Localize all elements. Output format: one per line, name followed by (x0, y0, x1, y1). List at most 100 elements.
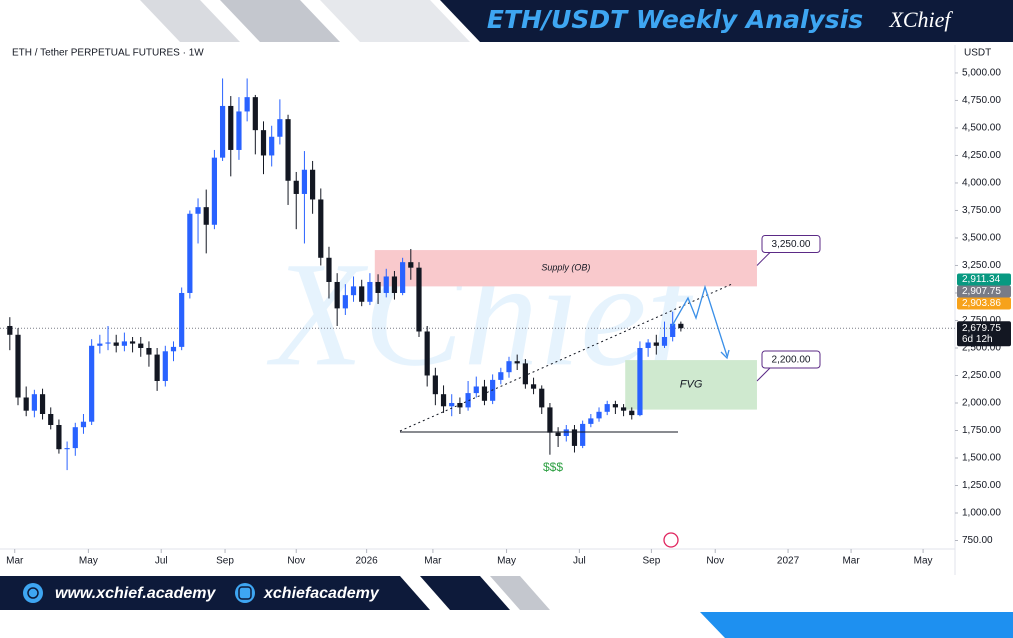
callout-box (761, 234, 821, 253)
candle-body (129, 341, 136, 344)
price-tag (957, 273, 1011, 286)
candle-body (211, 157, 218, 225)
x-tick-label: 2026 (355, 556, 378, 567)
price-tag-label: 2,911.34 (962, 274, 1001, 285)
candle-body (547, 407, 553, 433)
candle-body (612, 404, 618, 408)
y-tick-label: 2,750.00 (962, 315, 1001, 326)
footer-stripe (420, 576, 510, 610)
x-tick-label: Mar (6, 556, 24, 567)
footer-stripe (700, 612, 1013, 638)
candle-body (285, 119, 291, 181)
x-tick-label: Nov (706, 556, 724, 567)
globe-icon (23, 583, 43, 603)
candle-body (457, 402, 463, 408)
candle-body (228, 105, 234, 150)
candle-body (121, 341, 127, 346)
candle-body (416, 267, 422, 332)
price-tag-label: 2,907.75 (962, 286, 1001, 297)
candle-body (620, 407, 627, 411)
x-tick-label: Mar (424, 556, 442, 567)
plot: Supply (OB) FVG 3,250.00 2,200.00 (0, 78, 955, 471)
event-icon (663, 532, 679, 548)
candle-body (72, 427, 78, 449)
liquidity-label: $$$ (543, 460, 563, 474)
projection-path (671, 284, 728, 357)
candle-body (449, 402, 455, 407)
candle-body (408, 262, 414, 268)
candle-body (498, 372, 504, 380)
candle-body (179, 292, 185, 347)
x-tick-label: Jul (573, 556, 586, 567)
candle-body (391, 276, 398, 293)
candle-body (653, 342, 659, 346)
current-price-tag (957, 321, 1011, 347)
price-tag (957, 285, 1011, 298)
candle-body (481, 386, 488, 401)
candle-body (424, 331, 430, 376)
y-axis-label: USDT (964, 48, 991, 59)
candle-body (97, 343, 103, 346)
candle-body (56, 424, 62, 450)
candle-body (645, 342, 651, 348)
y-tick-label: 3,750.00 (962, 205, 1001, 216)
y-tick-label: 4,000.00 (962, 178, 1001, 189)
x-tick-label: May (914, 556, 933, 567)
zone-label: Supply (OB) (541, 263, 590, 273)
price-tag (957, 297, 1011, 310)
header-stripe (320, 0, 470, 42)
x-tick-label: May (79, 556, 98, 567)
trend-line (399, 283, 733, 432)
x-tick-label: Jul (155, 556, 168, 567)
candle-body (15, 334, 21, 398)
y-tick-label: 2,000.00 (962, 398, 1001, 409)
candle-body (219, 105, 226, 158)
candle-body (89, 345, 95, 422)
x-tick-label: May (497, 556, 516, 567)
candle-body (580, 423, 586, 446)
candle-body (113, 342, 119, 346)
candle-body (80, 421, 87, 428)
chart-title: ETH / Tether PERPETUAL FUTURES · 1W (12, 48, 204, 59)
y-tick-label: 3,250.00 (962, 260, 1001, 271)
y-tick-label: 2,250.00 (962, 370, 1001, 381)
footer-stripe (490, 576, 550, 610)
y-tick-label: 750.00 (962, 535, 993, 546)
candle-body (31, 394, 37, 411)
y-tick-label: 5,000.00 (962, 68, 1001, 79)
instagram-icon-inner (238, 586, 252, 600)
y-tick-label: 4,750.00 (962, 95, 1001, 106)
y-tick-label: 3,500.00 (962, 233, 1001, 244)
candle-body (629, 410, 635, 416)
candle-body (203, 207, 209, 225)
instagram-icon (235, 583, 255, 603)
callout-label: 2,200.00 (772, 355, 811, 366)
x-tick-label: 2027 (777, 556, 800, 567)
instagram[interactable]: xchiefacademy (263, 585, 380, 602)
current-price-label: 2,679.75 (962, 323, 1001, 334)
website[interactable]: www.xchief.academy (55, 585, 216, 602)
candle-body (277, 119, 283, 137)
zone (374, 250, 757, 287)
candle-body (236, 111, 242, 150)
x-tick-label: Nov (287, 556, 305, 567)
candle-body (359, 286, 365, 302)
candle-body (252, 97, 258, 131)
zone (625, 360, 757, 410)
x-tick-label: Sep (642, 556, 660, 567)
candle-body (342, 295, 348, 309)
candle-body (187, 213, 193, 293)
candle-body (596, 411, 602, 419)
candle-body (465, 393, 471, 408)
candle-body (555, 432, 561, 436)
candle-body (670, 323, 676, 337)
callout-box (761, 350, 821, 369)
candle-body (64, 448, 70, 450)
header-stripe (220, 0, 340, 42)
candle-body (522, 363, 528, 385)
candle-body (195, 207, 201, 214)
candle-body (162, 351, 168, 381)
zone-label: FVG (680, 379, 703, 391)
candle-body (506, 361, 512, 373)
